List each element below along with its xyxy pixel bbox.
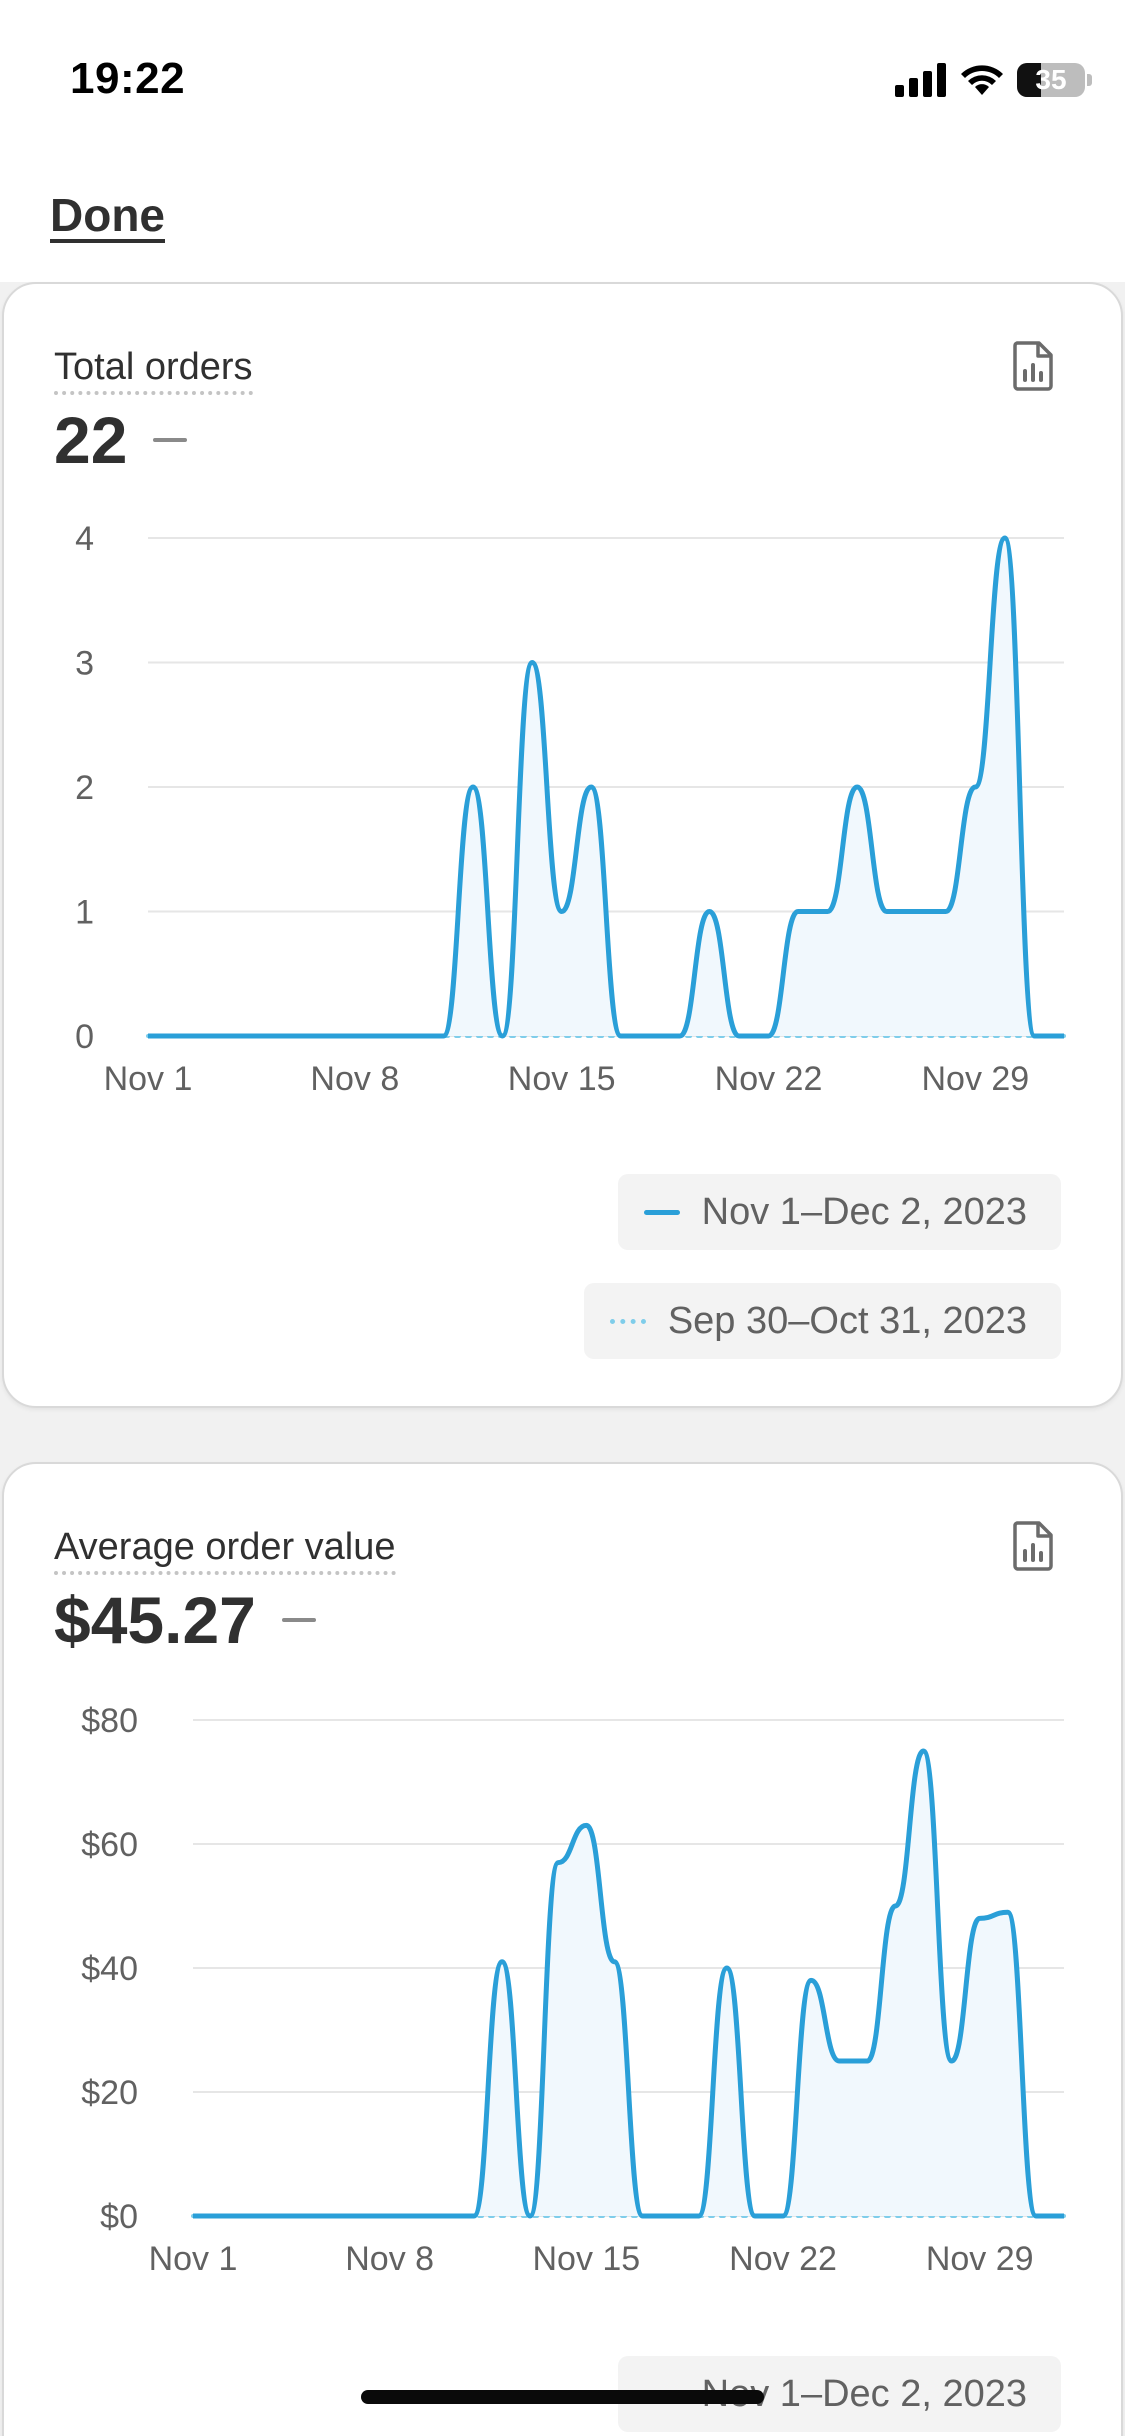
y-tick-label: $40 (81, 1950, 138, 1988)
battery-icon: 35 (1017, 63, 1092, 97)
metric-value: 22 (54, 403, 128, 477)
battery-level: 35 (1035, 64, 1067, 95)
legend-current-label: Nov 1–Dec 2, 2023 (701, 1190, 1027, 1233)
y-tick-label: $20 (81, 2074, 138, 2112)
series-area (148, 538, 1064, 1036)
metric-row: 22 (54, 402, 188, 478)
x-tick-label: Nov 8 (345, 2240, 434, 2278)
x-tick-label: Nov 29 (921, 1060, 1029, 1098)
legend-dotted-swatch (609, 1318, 646, 1324)
header: Done (0, 150, 1125, 282)
comparison-dash (153, 438, 188, 442)
legend-previous[interactable]: Sep 30–Oct 31, 2023 (583, 1283, 1061, 1359)
average-order-value-card: Average order value $45.27 $0 $20 $40 $60 $8… (2, 1462, 1123, 2436)
x-tick-label: Nov 15 (508, 1060, 616, 1098)
total-orders-card: Total orders 22 0 1 2 3 4 Nov 1 Nov 8 Nov 15 Nov… (2, 282, 1123, 1408)
metric-row: $45.27 (54, 1582, 316, 1658)
metric-title[interactable]: Average order value (54, 1526, 396, 1575)
home-indicator (361, 2390, 764, 2404)
series-line-current (148, 535, 1064, 1039)
series-area (193, 1751, 1064, 2216)
y-tick-label: $60 (81, 1826, 138, 1864)
x-tick-label: Nov 22 (715, 1060, 823, 1098)
y-tick-label: 3 (75, 645, 94, 683)
y-tick-label: $80 (81, 1702, 138, 1740)
x-tick-label: Nov 22 (729, 2240, 837, 2278)
legend-current[interactable]: Nov 1–Dec 2, 2023 (617, 1174, 1061, 1250)
signal-icon (895, 63, 946, 97)
done-button[interactable]: Done (50, 189, 165, 241)
y-tick-label: 4 (75, 520, 94, 558)
report-icon[interactable] (1011, 340, 1055, 392)
x-tick-label: Nov 1 (104, 1060, 193, 1098)
wifi-icon (961, 65, 1003, 95)
legend-previous-label: Sep 30–Oct 31, 2023 (667, 1299, 1027, 1342)
aov-chart: $0 $20 $40 $60 $80 Nov 1 Nov 8 Nov 15 Nov 22 Nov … (81, 1702, 1066, 2278)
status-icons: 35 (895, 60, 1092, 100)
series-line-current (193, 1748, 1064, 2219)
orders-chart: 0 1 2 3 4 Nov 1 Nov 8 Nov 15 Nov 22 Nov 29 (75, 520, 1066, 1098)
y-tick-label: $0 (100, 2198, 138, 2236)
legend-solid-swatch (643, 1209, 680, 1215)
metric-value: $45.27 (54, 1583, 256, 1657)
status-time: 19:22 (70, 54, 186, 103)
x-tick-label: Nov 1 (149, 2240, 238, 2278)
comparison-dash (281, 1618, 316, 1622)
y-tick-label: 0 (75, 1018, 94, 1056)
status-bar: 19:22 35 (0, 0, 1125, 150)
y-tick-label: 2 (75, 769, 94, 807)
y-tick-label: 1 (75, 894, 94, 932)
report-icon[interactable] (1011, 1520, 1055, 1572)
x-tick-label: Nov 15 (532, 2240, 640, 2278)
x-tick-label: Nov 8 (310, 1060, 399, 1098)
x-tick-label: Nov 29 (926, 2240, 1034, 2278)
metric-title[interactable]: Total orders (54, 346, 253, 395)
